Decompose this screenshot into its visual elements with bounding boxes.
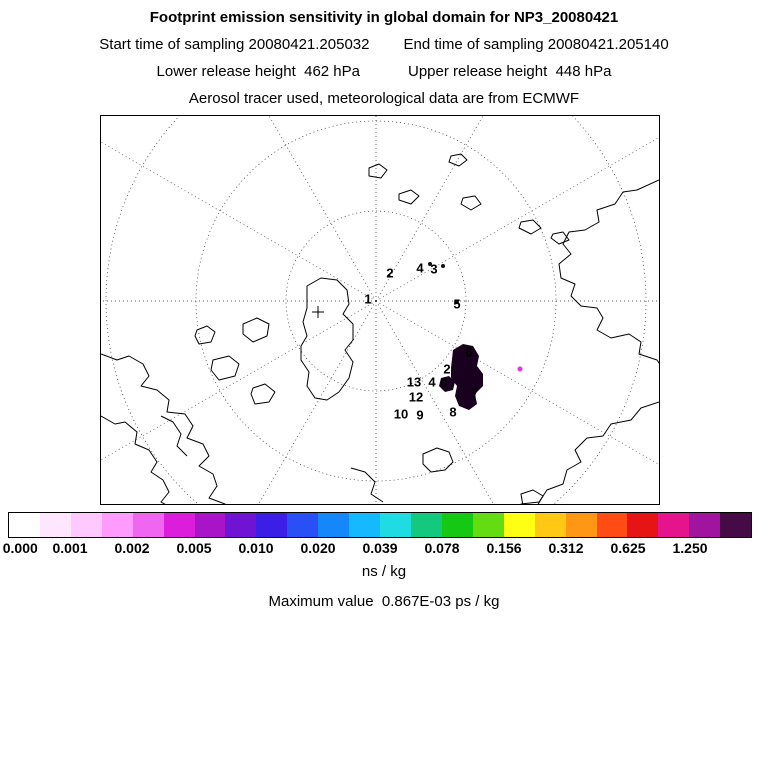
coastline (448, 153, 468, 167)
station-dots (387, 262, 523, 372)
colorbar-segment (380, 513, 411, 537)
colorbar-tick-label: 0.078 (424, 540, 460, 556)
lower-release-label: Lower release height 462 hPa (156, 63, 360, 80)
colorbar-segment (534, 513, 566, 537)
colorbar-segment (472, 513, 504, 537)
colorbar-segment (163, 513, 195, 537)
coastline (250, 383, 276, 405)
colorbar-segment (318, 513, 350, 537)
map-canvas (101, 116, 659, 504)
page-title: Footprint emission sensitivity in global… (149, 9, 619, 26)
colorbar-wrap: 0.000 0.001 0.002 0.005 0.010 0.020 0.039 0.078… (3, 512, 752, 560)
colorbar-tick-label: 0.039 (362, 540, 398, 556)
colorbar-segment (287, 513, 319, 537)
tracer-line: Aerosol tracer used, meteorological data… (0, 85, 768, 112)
colorbar-tick-label: 0.312 (548, 540, 584, 556)
tracer-label: Aerosol tracer used, meteorological data… (188, 90, 580, 107)
colorbar-segment (503, 513, 535, 537)
arctic-map: 1 2 4 3 5 6 2 13 4 0 12 10 9 8 7 (100, 115, 660, 505)
coastline (520, 489, 544, 504)
colorbar-segment (194, 513, 226, 537)
maximum-value-label: Maximum value 0.867E-03 ps / kg (268, 593, 500, 610)
release-point-cross (312, 306, 324, 318)
colorbar-segment (132, 513, 164, 537)
coastline (194, 325, 216, 345)
colorbar-tick-label: 0.000 (2, 540, 38, 556)
colorbar-segment (627, 513, 659, 537)
start-time-label: Start time of sampling 20080421.205032 (99, 36, 370, 53)
colorbar-tick-label: 0.625 (610, 540, 646, 556)
colorbar-segment (658, 513, 690, 537)
colorbar-units: ns / kg (361, 563, 407, 580)
colorbar (8, 512, 752, 538)
colorbar-tick-label: 0.002 (114, 540, 150, 556)
coastline (210, 355, 240, 381)
graticule-meridians (101, 116, 659, 504)
coastline (160, 415, 188, 457)
figure-header: Footprint emission sensitivity in global… (0, 4, 768, 112)
high-sensitivity-region (439, 344, 483, 410)
colorbar-tick-label: 1.250 (672, 540, 708, 556)
coastline (101, 415, 170, 504)
colorbar-segment (349, 513, 381, 537)
colorbar-segment (689, 513, 721, 537)
colorbar-tick-label: 0.001 (52, 540, 88, 556)
upper-release-label: Upper release height 448 hPa (408, 63, 612, 80)
coastline (242, 317, 270, 343)
colorbar-segment (225, 513, 257, 537)
end-time-label: End time of sampling 20080421.205140 (403, 36, 669, 53)
sampling-times-line: Start time of sampling 20080421.205032 E… (0, 31, 768, 58)
colorbar-tick-label: 0.156 (486, 540, 522, 556)
coastline (422, 447, 454, 473)
coastline (550, 231, 570, 245)
colorbar-segment (9, 513, 40, 537)
release-heights-line: Lower release height 462 hPa Upper relea… (0, 58, 768, 85)
coastline (520, 401, 659, 504)
colorbar-segment (256, 513, 288, 537)
coastline (368, 163, 388, 179)
colorbar-segment (70, 513, 102, 537)
coastline (300, 277, 354, 401)
colorbar-segment (720, 513, 752, 537)
colorbar-segment (565, 513, 597, 537)
coastline (558, 179, 659, 364)
coastline (398, 189, 420, 205)
coastline (460, 195, 482, 211)
colorbar-segment (410, 513, 442, 537)
colorbar-segment (441, 513, 473, 537)
colorbar-tick-label: 0.005 (176, 540, 212, 556)
colorbar-segment (39, 513, 71, 537)
colorbar-segment (596, 513, 628, 537)
coastlines (101, 153, 659, 504)
colorbar-tick-label: 0.020 (300, 540, 336, 556)
coastline (350, 467, 384, 503)
coastline (518, 219, 542, 235)
coastline (101, 353, 226, 504)
colorbar-tick-label: 0.010 (238, 540, 274, 556)
colorbar-segment (101, 513, 133, 537)
colorbar-tick-labels: 0.000 0.001 0.002 0.005 0.010 0.020 0.039 0.078… (3, 540, 752, 560)
